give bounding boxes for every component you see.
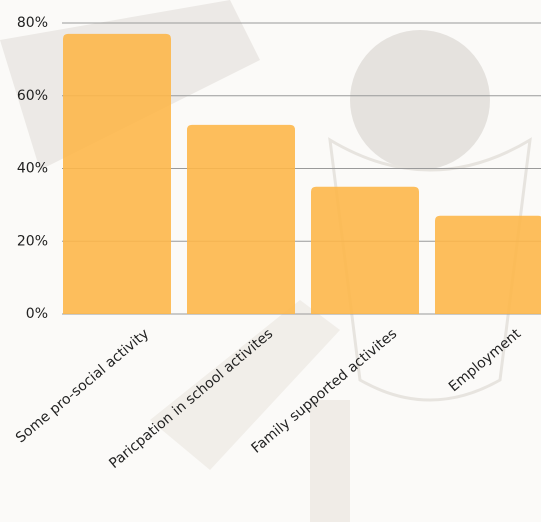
y-tick-label: 0% xyxy=(26,306,48,322)
bar xyxy=(435,215,541,314)
bar xyxy=(311,186,419,314)
y-tick-label: 40% xyxy=(17,161,48,177)
y-tick-label: 60% xyxy=(17,88,48,104)
y-tick-label: 80% xyxy=(17,15,48,31)
y-tick-label: 20% xyxy=(17,233,48,249)
bar xyxy=(187,124,295,314)
bar xyxy=(63,33,171,314)
